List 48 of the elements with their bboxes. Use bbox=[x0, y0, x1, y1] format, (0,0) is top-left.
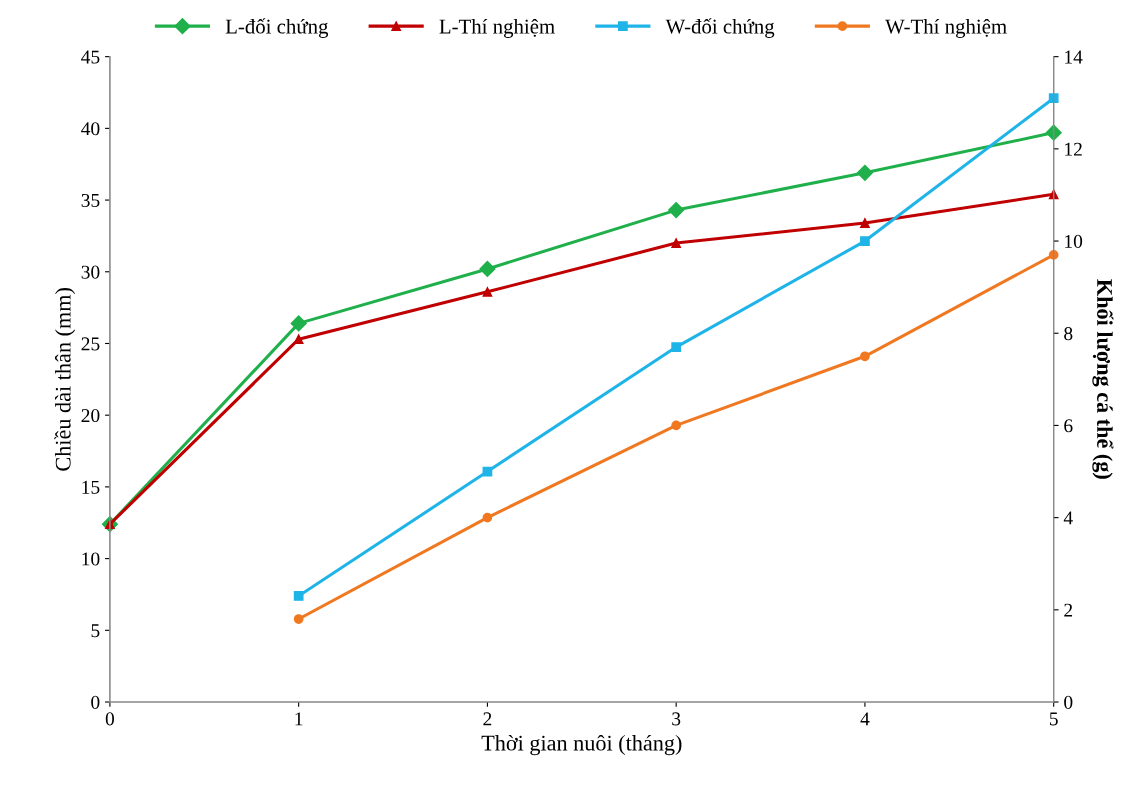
y-tick-label: 35 bbox=[81, 193, 100, 208]
y-tick-label: 0 bbox=[91, 695, 100, 709]
y2-axis-title: Khối lượng cá thể (g) bbox=[1092, 279, 1114, 479]
legend-label: W-Thí nghiệm bbox=[885, 18, 1007, 38]
legend-label: L-Thí nghiệm bbox=[439, 18, 555, 38]
y2-tick-label: 10 bbox=[1065, 234, 1083, 248]
y-tick-label: 40 bbox=[81, 122, 100, 136]
y-tick-label: 30 bbox=[81, 265, 100, 279]
legend-label: W-đối chứng bbox=[665, 18, 775, 38]
point bbox=[1048, 93, 1059, 104]
y2-tick-label: 0 bbox=[1064, 695, 1073, 709]
y-tick-label: 5 bbox=[91, 624, 100, 638]
point bbox=[671, 342, 682, 352]
y-axis-title: Chiều dài thân (mm) bbox=[54, 288, 76, 471]
x-axis-title: Thời gian nuôi (tháng) bbox=[481, 734, 682, 756]
y2-tick-label: 4 bbox=[1063, 511, 1073, 525]
point bbox=[479, 260, 496, 277]
point bbox=[482, 512, 493, 523]
point bbox=[860, 351, 870, 362]
y2-tick-label: 14 bbox=[1065, 50, 1083, 64]
x-tick-label: 4 bbox=[860, 712, 870, 726]
x-tick-label: 5 bbox=[1049, 712, 1058, 726]
y2-tick-label: 2 bbox=[1064, 603, 1073, 617]
x-tick-label: 2 bbox=[483, 712, 492, 726]
point bbox=[856, 164, 873, 181]
y2-tick-label: 8 bbox=[1064, 327, 1073, 341]
y-tick-label: 15 bbox=[82, 480, 100, 494]
point bbox=[860, 236, 870, 246]
y2-tick-label: 6 bbox=[1064, 419, 1073, 433]
point bbox=[482, 286, 493, 297]
point bbox=[860, 218, 870, 228]
x-tick-label: 1 bbox=[295, 712, 303, 726]
x-tick-label: 3 bbox=[672, 712, 681, 726]
point bbox=[671, 238, 682, 248]
y2-tick-label: 12 bbox=[1065, 142, 1082, 156]
point bbox=[293, 614, 304, 624]
y-tick-label: 25 bbox=[81, 337, 100, 351]
point bbox=[671, 420, 682, 431]
y-tick-label: 20 bbox=[81, 409, 100, 423]
y-tick-label: 10 bbox=[82, 552, 100, 566]
point bbox=[668, 202, 685, 219]
y-tick-label: 45 bbox=[81, 50, 100, 64]
point bbox=[290, 315, 307, 332]
point bbox=[293, 591, 304, 601]
point bbox=[293, 334, 304, 345]
x-tick-label: 0 bbox=[105, 712, 115, 726]
point bbox=[1045, 124, 1062, 141]
legend-label: L-đối chứng bbox=[225, 18, 329, 38]
